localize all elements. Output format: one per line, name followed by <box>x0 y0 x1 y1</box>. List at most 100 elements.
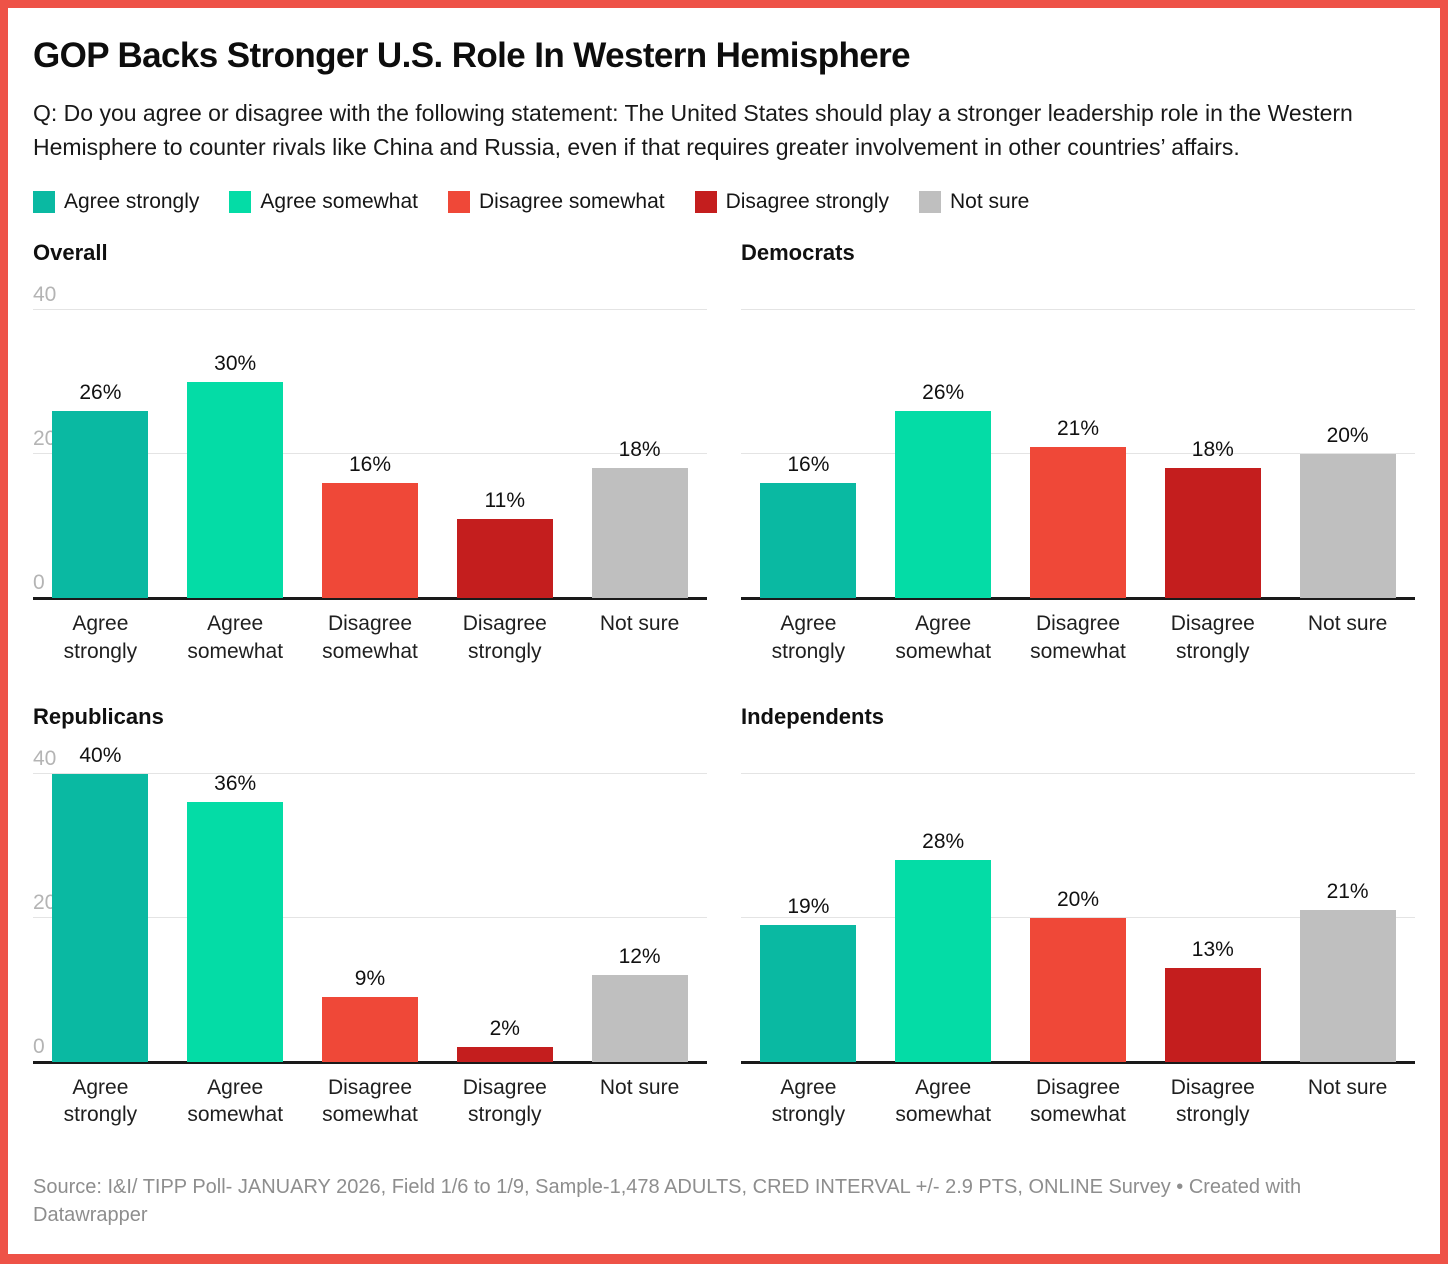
x-axis-labels: Agree strongly Agree somewhat Disagree som… <box>741 1074 1415 1129</box>
y-axis-tick-label: 0 <box>33 571 45 595</box>
x-axis-label: Agree somewhat <box>187 612 284 663</box>
value-label: 2% <box>489 1017 520 1041</box>
bar-disagree-somewhat <box>321 996 418 1062</box>
bar-slot: 40% <box>33 738 168 1062</box>
value-label: 20% <box>1326 424 1369 448</box>
legend-item: Agree strongly <box>33 190 199 214</box>
bars: 16% 26% 21% 18% 20% <box>741 274 1415 599</box>
bar-disagree-strongly <box>1164 967 1261 1062</box>
value-label: 28% <box>922 829 965 853</box>
panel-democrats: Democrats 16% 26% 21% 18% 20% Agree strongly… <box>741 240 1415 665</box>
bars: 19% 28% 20% 13% 21% <box>741 738 1415 1062</box>
x-axis-label: Disagree strongly <box>1170 1075 1255 1127</box>
value-label: 18% <box>1191 438 1234 462</box>
value-label: 30% <box>214 352 257 376</box>
value-label: 16% <box>787 452 830 476</box>
x-axis-label: Disagree somewhat <box>1030 1075 1126 1127</box>
value-label: 36% <box>214 772 257 796</box>
x-axis-label: Agree somewhat <box>187 1075 284 1127</box>
bar-slot: 13% <box>1145 738 1280 1062</box>
bar-slot: 26% <box>33 274 168 599</box>
value-label: 21% <box>1056 416 1099 440</box>
x-axis-label: Disagree strongly <box>462 612 547 663</box>
value-label: 26% <box>79 380 122 404</box>
bar-slot: 21% <box>1011 274 1146 599</box>
value-label: 40% <box>79 743 122 767</box>
legend-item: Disagree somewhat <box>448 190 665 214</box>
plot: 0 20 40 26% 30% 16% 11% 18% <box>33 274 707 601</box>
gridline <box>741 916 1415 918</box>
bar-agree-strongly <box>52 773 149 1062</box>
gridline <box>33 772 707 774</box>
x-axis-label: Disagree strongly <box>462 1075 547 1127</box>
panel-overall: Overall 0 20 40 26% 30% 16% 11% 18% Agree stron… <box>33 240 707 665</box>
x-axis-labels: Agree strongly Agree somewhat Disagree som… <box>33 610 707 665</box>
bar-slot: 19% <box>741 738 876 1062</box>
chart-grid: Overall 0 20 40 26% 30% 16% 11% 18% Agree stron… <box>33 240 1415 1129</box>
value-label: 13% <box>1191 937 1234 961</box>
gridline <box>33 916 707 918</box>
y-axis-tick-label: 40 <box>33 283 57 307</box>
value-label: 9% <box>354 966 386 990</box>
bar-disagree-strongly <box>456 518 553 599</box>
value-label: 26% <box>922 380 965 404</box>
bar-slot: 12% <box>572 738 707 1062</box>
bar-slot: 9% <box>303 738 438 1062</box>
x-axis-labels: Agree strongly Agree somewhat Disagree som… <box>33 1074 707 1129</box>
x-axis-label: Agree somewhat <box>895 1075 992 1127</box>
x-axis-label: Agree strongly <box>63 1075 138 1127</box>
bar-slot: 28% <box>876 738 1011 1062</box>
bars: 26% 30% 16% 11% 18% <box>33 274 707 599</box>
x-axis-label: Not sure <box>599 612 680 636</box>
panel-title: Democrats <box>741 240 855 266</box>
chart-description: Q: Do you agree or disagree with the fol… <box>33 100 1353 161</box>
plot: 19% 28% 20% 13% 21% <box>741 738 1415 1064</box>
legend-swatch-agree-strongly <box>33 191 55 214</box>
x-axis-label: Agree strongly <box>63 612 138 663</box>
bar-disagree-somewhat <box>1029 446 1126 599</box>
value-label: 11% <box>484 488 526 512</box>
bar-slot: 30% <box>168 274 303 599</box>
bar-slot: 26% <box>876 274 1011 599</box>
value-label: 12% <box>618 945 661 969</box>
source-attribution: Source: I&I/ TIPP Poll- JANUARY 2026, Fi… <box>33 1175 1302 1227</box>
bar-disagree-somewhat <box>321 482 418 599</box>
panel-title: Independents <box>741 703 885 729</box>
bar-not-sure <box>1299 910 1396 1062</box>
bar-not-sure <box>591 975 688 1062</box>
y-axis-tick-label: 0 <box>33 1034 45 1058</box>
bar-slot: 18% <box>572 274 707 599</box>
bar-agree-somewhat <box>187 802 284 1062</box>
x-axis-label: Not sure <box>599 1075 680 1099</box>
x-axis-line <box>741 597 1415 601</box>
legend-item: Disagree strongly <box>694 190 889 214</box>
bar-not-sure <box>591 468 688 599</box>
bar-slot: 16% <box>303 274 438 599</box>
legend-item: Not sure <box>919 190 1029 214</box>
legend: Agree strongly Agree somewhat Disagree s… <box>33 190 1415 214</box>
x-axis-label: Not sure <box>1307 612 1388 636</box>
x-axis-label: Agree somewhat <box>895 612 992 663</box>
bar-disagree-strongly <box>456 1047 553 1062</box>
page-title: GOP Backs Stronger U.S. Role In Western … <box>33 36 911 75</box>
x-axis-line <box>33 597 707 601</box>
plot: 16% 26% 21% 18% 20% <box>741 274 1415 601</box>
bar-agree-somewhat <box>895 410 992 599</box>
bar-slot: 11% <box>437 274 572 599</box>
y-axis-tick-label: 20 <box>33 427 57 451</box>
x-axis-label: Disagree somewhat <box>322 612 418 663</box>
plot: 0 20 40 40% 36% 9% 2% 12% <box>33 738 707 1064</box>
legend-swatch-disagree-strongly <box>694 191 717 214</box>
panel-title: Republicans <box>33 703 164 729</box>
bar-slot: 18% <box>1145 274 1280 599</box>
legend-swatch-agree-somewhat <box>229 191 252 214</box>
legend-label: Disagree somewhat <box>479 190 665 214</box>
value-label: 18% <box>618 438 661 462</box>
bar-slot: 20% <box>1280 274 1415 599</box>
bar-slot: 36% <box>168 738 303 1062</box>
gridline <box>33 453 707 455</box>
value-label: 20% <box>1056 887 1099 911</box>
bar-agree-strongly <box>52 410 149 599</box>
bar-slot: 21% <box>1280 738 1415 1062</box>
bar-agree-somewhat <box>895 859 992 1062</box>
